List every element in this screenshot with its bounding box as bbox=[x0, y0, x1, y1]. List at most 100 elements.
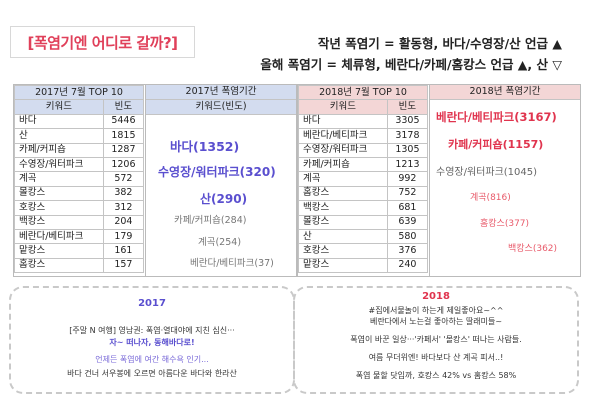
frequency-cell: 1213 bbox=[386, 156, 429, 173]
frequency-cell: 572 bbox=[102, 171, 145, 187]
keyword-cell: 계곡 bbox=[298, 171, 388, 187]
keyword-cell: 홈캉스 bbox=[298, 185, 388, 202]
table-row: 수영장/워터파크 1305 bbox=[298, 142, 429, 158]
frequency-cell: 580 bbox=[386, 228, 429, 245]
panel-2018: 2018년 7월 TOP 10 키워드 빈도 바다 3305 베란다/베티파크 31… bbox=[297, 84, 581, 277]
note-line: 여름 무더위엔! 바다보다 산 계곡 피서..! bbox=[368, 353, 504, 362]
table-row: 산 580 bbox=[298, 228, 429, 245]
table-row: 몰캉스 382 bbox=[14, 185, 145, 202]
frequency-cell: 3305 bbox=[386, 113, 429, 130]
note-line: #집에서물놀이 하는게 제일좋아요~^^ bbox=[368, 306, 504, 315]
period-column-2018: 2018년 폭염기간 베란다/베티파크(3167) 카페/커피숍(1157) 수… bbox=[429, 85, 580, 276]
note-line: [주말 N 여행] 영남권: 폭염·열대야에 지친 심신··· bbox=[69, 326, 235, 335]
keyword-cell: 카페/커피숍 bbox=[14, 142, 104, 158]
keyword-cell: 바다 bbox=[14, 113, 104, 130]
table-row: 백캉스 204 bbox=[14, 214, 145, 230]
column-header-frequency: 빈도 bbox=[386, 99, 429, 115]
table-row: 맡캉스 161 bbox=[14, 243, 145, 259]
note-title: 2017 bbox=[138, 298, 166, 309]
frequency-cell: 3178 bbox=[386, 128, 429, 144]
table-title: 2017년 7월 TOP 10 bbox=[14, 84, 144, 101]
frequency-cell: 312 bbox=[102, 200, 145, 216]
keyword-table-2018: 2018년 7월 TOP 10 키워드 빈도 바다 3305 베란다/베티파크 31… bbox=[298, 84, 429, 274]
table-row: 몰캉스 639 bbox=[298, 214, 429, 230]
table-row: 호캉스 376 bbox=[298, 243, 429, 259]
keyword-cell: 몰캉스 bbox=[298, 214, 388, 230]
note-title: 2018 bbox=[422, 291, 450, 302]
frequency-cell: 240 bbox=[386, 257, 429, 274]
note-line: 베란다에서 노는걸 좋아하는 딸래미들~ bbox=[369, 317, 503, 326]
keyword-cell: 계곡 bbox=[14, 171, 104, 187]
period-term: 수영장/워터파크(1045) bbox=[436, 167, 538, 178]
keyword-cell: 맡캉스 bbox=[298, 257, 388, 274]
period-term: 홈캉스(377) bbox=[480, 219, 530, 229]
column-header-frequency: 빈도 bbox=[102, 99, 145, 115]
frequency-cell: 1815 bbox=[102, 128, 145, 144]
table-row: 바다 3305 bbox=[298, 113, 429, 130]
keyword-cell: 바다 bbox=[298, 113, 388, 130]
keyword-cell: 수영장/워터파크 bbox=[298, 142, 388, 158]
frequency-cell: 382 bbox=[102, 185, 145, 202]
keyword-cell: 백캉스 bbox=[14, 214, 104, 230]
period-term: 카페/커피숍(284) bbox=[174, 215, 247, 226]
period-column-2017: 2017년 폭염기간 키워드(빈도) 바다(1352) 수영장/워터파크(320… bbox=[145, 85, 296, 276]
frequency-cell: 681 bbox=[386, 200, 429, 216]
table-row: 계곡 992 bbox=[298, 171, 429, 187]
note-box-2018: 2018 #집에서물놀이 하는게 제일좋아요~^^ 베란다에서 노는걸 좋아하는… bbox=[293, 286, 579, 394]
table-row: 베란다/베티파크 179 bbox=[14, 228, 145, 245]
keyword-table-2017: 2017년 7월 TOP 10 키워드 빈도 바다 5446 산 1815 카페/커… bbox=[14, 84, 145, 274]
period-term: 계곡(254) bbox=[198, 237, 242, 248]
table-title: 2018년 7월 TOP 10 bbox=[298, 84, 428, 101]
keyword-cell: 몰캉스 bbox=[14, 185, 104, 202]
table-row: 계곡 572 bbox=[14, 171, 145, 187]
keyword-cell: 수영장/워터파크 bbox=[14, 156, 104, 173]
frequency-cell: 752 bbox=[386, 185, 429, 202]
keyword-cell: 백캉스 bbox=[298, 200, 388, 216]
keyword-cell: 베란다/베티파크 bbox=[14, 228, 104, 245]
period-term: 수영장/워터파크(320) bbox=[158, 165, 276, 179]
table-row: 카페/커피숍 1287 bbox=[14, 142, 145, 158]
table-row: 호캉스 312 bbox=[14, 200, 145, 216]
keyword-cell: 베란다/베티파크 bbox=[298, 128, 388, 144]
frequency-cell: 1305 bbox=[386, 142, 429, 158]
period-term: 바다(1352) bbox=[170, 139, 240, 154]
keyword-cell: 산 bbox=[14, 128, 104, 144]
keyword-cell: 홈캉스 bbox=[14, 257, 104, 274]
frequency-cell: 157 bbox=[102, 257, 145, 274]
table-row: 산 1815 bbox=[14, 128, 145, 144]
frequency-cell: 992 bbox=[386, 171, 429, 187]
frequency-cell: 1287 bbox=[102, 142, 145, 158]
table-row: 홈캉스 157 bbox=[14, 257, 145, 274]
frequency-cell: 179 bbox=[102, 228, 145, 245]
period-term: 산(290) bbox=[200, 192, 248, 206]
table-row: 카페/커피숍 1213 bbox=[298, 156, 429, 173]
table-row: 홈캉스 752 bbox=[298, 185, 429, 202]
note-line: 폭염 물할 닷입까, 호캉스 42% vs 홈캉스 58% bbox=[355, 371, 517, 380]
frequency-cell: 5446 bbox=[102, 113, 145, 130]
keyword-cell: 호캉스 bbox=[298, 243, 388, 259]
frequency-cell: 204 bbox=[102, 214, 145, 230]
panel-2017: 2017년 7월 TOP 10 키워드 빈도 바다 5446 산 1815 카페/커… bbox=[13, 84, 297, 277]
period-title: 2018년 폭염기간 bbox=[430, 85, 580, 100]
column-header-keyword: 키워드 bbox=[14, 99, 104, 115]
period-term: 백캉스(362) bbox=[508, 244, 558, 254]
frequency-cell: 161 bbox=[102, 243, 145, 259]
period-term: 베란다/베티파크(3167) bbox=[436, 110, 557, 124]
period-term: 계곡(816) bbox=[470, 193, 511, 203]
frequency-cell: 639 bbox=[386, 214, 429, 230]
page-title: [폭염기엔 어디로 갈까?] bbox=[10, 26, 195, 58]
column-header-keyword: 키워드 bbox=[298, 99, 388, 115]
keyword-cell: 호캉스 bbox=[14, 200, 104, 216]
period-title: 2017년 폭염기간 bbox=[146, 85, 296, 100]
table-row: 백캉스 681 bbox=[298, 200, 429, 216]
note-line: 자~ 떠나자, 동해바다로! bbox=[109, 338, 195, 347]
period-term: 카페/커피숍(1157) bbox=[448, 138, 544, 151]
frequency-cell: 1206 bbox=[102, 156, 145, 173]
summary-line-2018: 올해 폭염기 = 체류형, 베란다/카페/홈캉스 언급 ▲, 산 ▽ bbox=[260, 57, 562, 72]
table-row: 수영장/워터파크 1206 bbox=[14, 156, 145, 173]
summary-line-2017: 작년 폭염기 = 활동형, 바다/수영장/산 언급 ▲ bbox=[317, 36, 562, 51]
note-line: 언제든 폭염에 여간 해수욕 인기... bbox=[95, 355, 209, 364]
period-term: 베란다/베티파크(37) bbox=[190, 258, 274, 269]
note-line: 폭염이 바꾼 일상···'카페서' '몰캉스' 떠나는 사람들. bbox=[350, 335, 522, 344]
period-subheader: 키워드(빈도) bbox=[146, 100, 296, 115]
